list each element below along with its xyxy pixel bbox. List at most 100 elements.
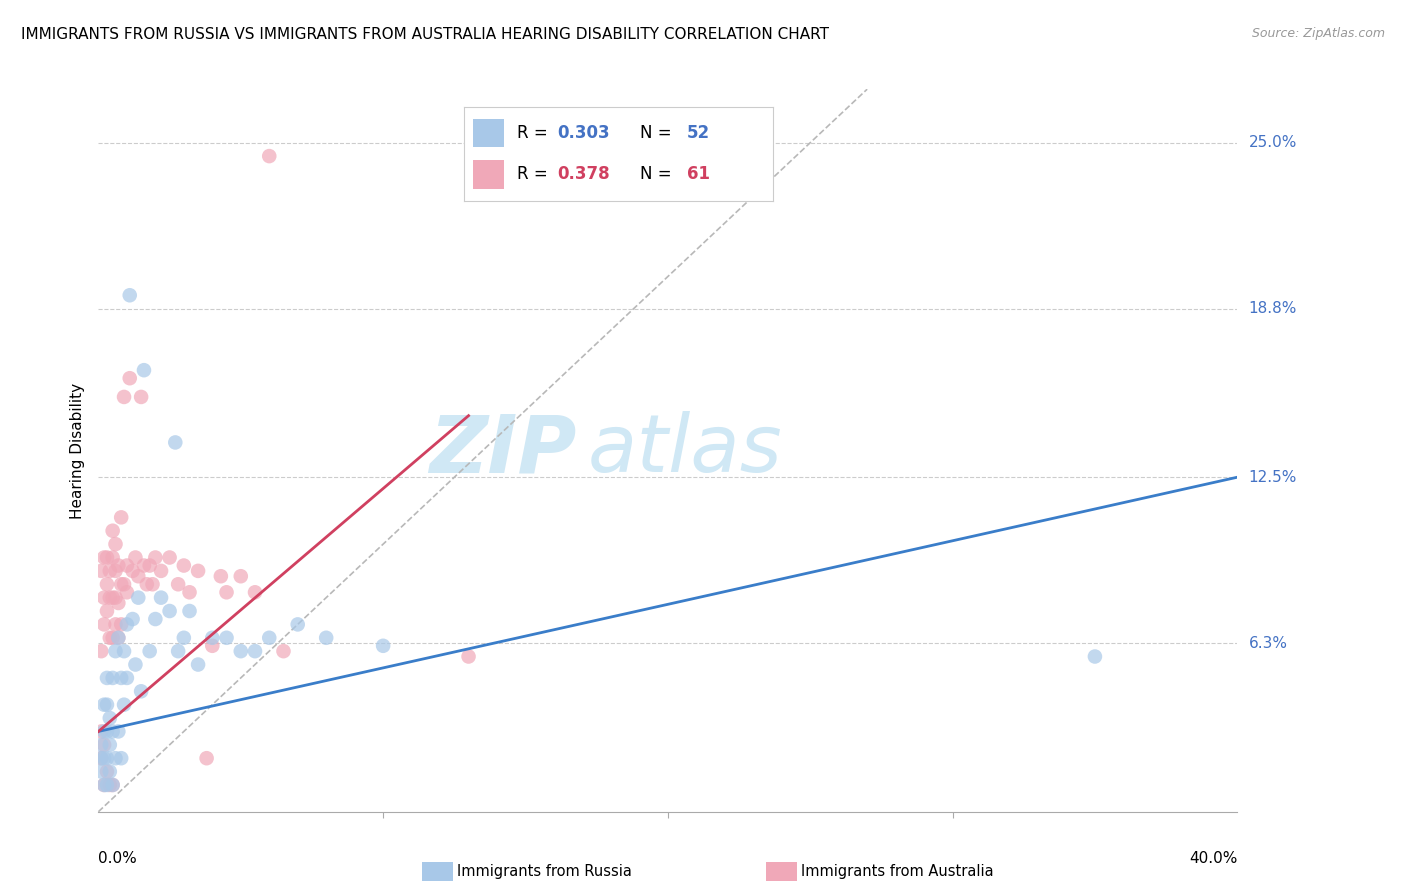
- Point: [96, 604, 118, 618]
- Point: [115, 671, 138, 685]
- Point: [159, 604, 181, 618]
- Point: [187, 564, 209, 578]
- Point: [98, 778, 121, 792]
- Text: IMMIGRANTS FROM RUSSIA VS IMMIGRANTS FROM AUSTRALIA HEARING DISABILITY CORRELATI: IMMIGRANTS FROM RUSSIA VS IMMIGRANTS FRO…: [21, 27, 830, 42]
- Point: [104, 644, 127, 658]
- Point: [110, 510, 132, 524]
- Point: [98, 631, 121, 645]
- Point: [259, 149, 281, 163]
- Bar: [474, 120, 505, 147]
- Point: [150, 591, 173, 605]
- Point: [243, 644, 266, 658]
- Point: [104, 537, 127, 551]
- Point: [112, 644, 135, 658]
- Point: [201, 639, 224, 653]
- Point: [90, 751, 112, 765]
- Point: [229, 569, 252, 583]
- Point: [90, 564, 112, 578]
- Point: [215, 585, 238, 599]
- Point: [118, 288, 141, 302]
- Text: 61: 61: [686, 165, 710, 183]
- Point: [107, 558, 129, 573]
- Point: [101, 778, 124, 792]
- Point: [229, 644, 252, 658]
- Point: [93, 698, 115, 712]
- Point: [96, 751, 118, 765]
- Text: 25.0%: 25.0%: [1249, 136, 1296, 150]
- Text: R =: R =: [516, 165, 553, 183]
- Text: 0.303: 0.303: [557, 124, 609, 142]
- Point: [112, 390, 135, 404]
- Point: [173, 558, 195, 573]
- Y-axis label: Hearing Disability: Hearing Disability: [69, 383, 84, 518]
- Text: Immigrants from Russia: Immigrants from Russia: [457, 864, 631, 879]
- Point: [145, 550, 167, 565]
- Point: [107, 724, 129, 739]
- Bar: [474, 161, 505, 188]
- Point: [121, 612, 143, 626]
- Point: [101, 724, 124, 739]
- Point: [90, 751, 112, 765]
- Point: [145, 612, 167, 626]
- Point: [165, 435, 187, 450]
- Text: Source: ZipAtlas.com: Source: ZipAtlas.com: [1251, 27, 1385, 40]
- Point: [373, 639, 395, 653]
- Point: [457, 649, 479, 664]
- Point: [167, 577, 190, 591]
- Point: [90, 724, 112, 739]
- Point: [287, 617, 309, 632]
- Point: [104, 591, 127, 605]
- Point: [96, 778, 118, 792]
- Point: [129, 390, 152, 404]
- Point: [132, 363, 155, 377]
- Text: ZIP: ZIP: [429, 411, 576, 490]
- Point: [127, 591, 149, 605]
- Point: [101, 671, 124, 685]
- Point: [101, 524, 124, 538]
- Point: [138, 644, 160, 658]
- Point: [110, 577, 132, 591]
- Point: [107, 631, 129, 645]
- Point: [115, 585, 138, 599]
- Point: [129, 684, 152, 698]
- Point: [93, 778, 115, 792]
- Point: [215, 631, 238, 645]
- Point: [98, 591, 121, 605]
- Point: [124, 657, 146, 672]
- Point: [132, 558, 155, 573]
- Point: [93, 738, 115, 752]
- Point: [90, 644, 112, 658]
- Point: [273, 644, 295, 658]
- Text: 12.5%: 12.5%: [1249, 470, 1296, 484]
- Point: [159, 550, 181, 565]
- Point: [96, 550, 118, 565]
- Point: [98, 738, 121, 752]
- Point: [93, 591, 115, 605]
- Text: 40.0%: 40.0%: [1189, 851, 1237, 865]
- Text: N =: N =: [640, 165, 678, 183]
- Point: [96, 671, 118, 685]
- Point: [110, 671, 132, 685]
- Point: [315, 631, 337, 645]
- Point: [179, 604, 201, 618]
- Text: atlas: atlas: [588, 411, 783, 490]
- Point: [93, 778, 115, 792]
- Point: [259, 631, 281, 645]
- Point: [121, 564, 143, 578]
- Point: [1084, 649, 1107, 664]
- Point: [90, 738, 112, 752]
- Point: [118, 371, 141, 385]
- Point: [209, 569, 232, 583]
- Point: [150, 564, 173, 578]
- Text: R =: R =: [516, 124, 553, 142]
- Point: [201, 631, 224, 645]
- Point: [115, 617, 138, 632]
- Point: [98, 764, 121, 779]
- Point: [101, 550, 124, 565]
- Point: [179, 585, 201, 599]
- Text: 0.378: 0.378: [557, 165, 609, 183]
- Point: [110, 751, 132, 765]
- Point: [195, 751, 218, 765]
- Point: [167, 644, 190, 658]
- Text: N =: N =: [640, 124, 678, 142]
